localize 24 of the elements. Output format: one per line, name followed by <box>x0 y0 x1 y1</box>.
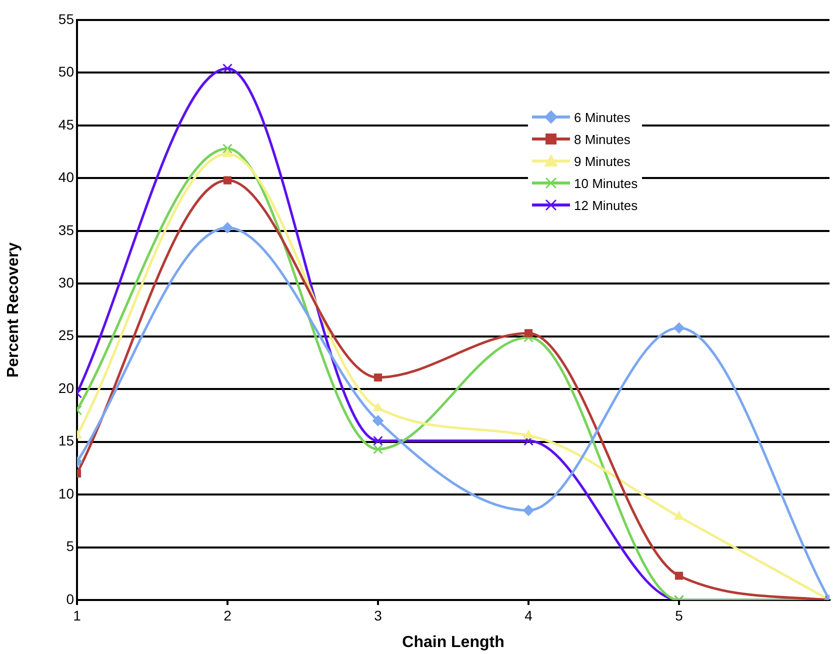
x-tick-label: 2 <box>224 607 232 624</box>
y-tick-label: 40 <box>58 169 74 186</box>
x-tick-label: 1 <box>73 607 82 624</box>
y-tick-label: 0 <box>66 590 74 607</box>
x-tick-label: 4 <box>524 607 533 624</box>
x-axis-title: Chain Length <box>402 634 504 651</box>
y-tick-label: 30 <box>58 274 74 290</box>
legend-label: 12 Minutes <box>574 198 638 212</box>
y-tick-label: 25 <box>58 327 74 344</box>
y-tick-label: 55 <box>58 10 74 27</box>
y-tick-label: 10 <box>58 485 74 502</box>
x-tick-label: 3 <box>374 607 382 624</box>
legend-label: 8 Minutes <box>574 132 630 146</box>
x-tick-label: 5 <box>675 607 684 624</box>
legend-label: 10 Minutes <box>574 176 638 190</box>
y-tick-label: 50 <box>58 64 74 80</box>
y-tick-label: 20 <box>58 380 74 396</box>
y-tick-label: 45 <box>58 116 74 132</box>
y-axis-title: Percent Recovery <box>5 242 22 378</box>
legend-label: 6 Minutes <box>574 110 630 124</box>
y-tick-label: 35 <box>58 222 74 238</box>
y-tick-label: 15 <box>58 432 74 449</box>
legend-label: 9 Minutes <box>574 154 630 168</box>
y-tick-label: 5 <box>66 538 74 554</box>
